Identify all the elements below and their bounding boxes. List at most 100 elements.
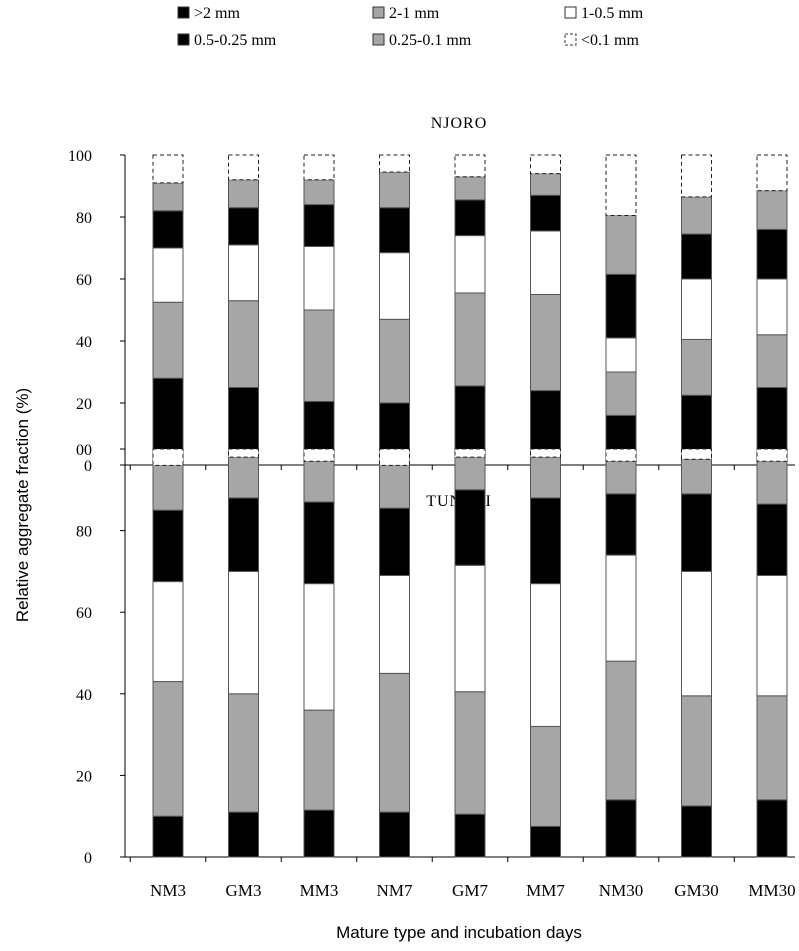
bar-segment-0p25-0p1-mm [152,182,184,212]
bar-stack-mm7 [530,448,561,858]
bar-segment-2-1-mm [530,294,561,392]
y-axis-label: Relative aggregate fraction (%) [13,388,32,622]
bar-segment-lt-0p1-mm [303,448,335,462]
bar-segment-0p25-0p1-mm [379,171,410,209]
bar-segment-2-1-mm [605,660,637,801]
bar-segment-gt-2-mm [605,799,637,858]
bar-segment-1-0p5-mm [303,245,335,311]
legend-swatch [564,33,577,46]
legend-label: 2-1 mm [389,5,440,22]
bar-stack-nm3 [152,154,184,466]
legend-swatch [564,6,577,19]
bar-segment-1-0p5-mm [605,337,637,373]
bar-segment-0p25-0p1-mm [303,460,335,503]
legend-swatch [372,33,385,46]
bar-segment-gt-2-mm [379,811,410,858]
x-tick-label: NM7 [377,881,413,900]
bar-segment-0p5-0p25-mm [379,207,410,254]
bar-segment-2-1-mm [756,334,788,388]
bar-segment-0p5-0p25-mm [756,503,788,576]
bar-segment-0p5-0p25-mm [152,210,184,249]
bar-segment-0p25-0p1-mm [228,179,259,209]
bar-stack-nm30 [605,448,637,858]
x-tick-label: MM7 [526,881,565,900]
legend-item-gt-2-mm: >2 mm [177,5,240,22]
bar-segment-gt-2-mm [530,825,561,858]
bar-segment-0p25-0p1-mm [303,179,335,206]
y-tick-label: 40 [76,687,92,704]
bar-stack-gm3 [228,448,259,858]
legend-swatch [177,33,190,46]
bar-stack-gm3 [228,154,259,466]
bar-segment-0p25-0p1-mm [454,456,486,491]
x-tick-label: GM3 [226,881,262,900]
bar-segment-lt-0p1-mm [303,154,335,181]
bar-segment-0p5-0p25-mm [303,204,335,247]
bar-segment-0p25-0p1-mm [152,464,184,511]
bar-segment-0p25-0p1-mm [454,176,486,201]
bar-segment-1-0p5-mm [530,230,561,295]
bar-segment-1-0p5-mm [152,247,184,303]
x-tick-label: NM30 [599,881,643,900]
y-tick-label: 20 [76,768,92,785]
y-tick-label: 80 [76,524,92,541]
bar-segment-gt-2-mm [152,815,184,858]
bar-segment-1-0p5-mm [605,554,637,662]
bar-segment-0p5-0p25-mm [530,497,561,585]
y-tick-label: 00 [76,442,92,459]
bar-segment-1-0p5-mm [152,581,184,683]
panel-njoro: NJORO 0 20 40 60 80 100 [68,115,795,475]
bar-segment-2-1-mm [152,301,184,379]
panel-tunyai: TUNYAI02040608000NM3GM3MM3NM7GM7MM7NM30G… [76,442,796,900]
x-tick-label: GM7 [452,881,488,900]
bar-stack-nm7 [379,448,410,858]
bar-segment-0p5-0p25-mm [530,194,561,232]
bar-segment-0p25-0p1-mm [228,456,259,499]
y-tick-label: 0 [84,458,92,475]
legend-item-0p5-0p25-mm: 0.5-0.25 mm [177,32,277,49]
y-tick-label: 60 [76,605,92,622]
bar-segment-lt-0p1-mm [152,448,184,466]
bar-segment-1-0p5-mm [530,583,561,727]
bar-segment-lt-0p1-mm [605,448,637,462]
bar-stack-nm7 [379,154,410,466]
legend: >2 mm 2-1 mm 1-0.5 mm 0.5-0.25 mm 0.25-0.1 m… [177,5,644,49]
bar-segment-2-1-mm [605,371,637,416]
bar-stack-gm30 [681,154,712,466]
bar-segment-1-0p5-mm [681,570,712,697]
bar-segment-lt-0p1-mm [228,448,259,458]
bar-segment-2-1-mm [228,300,259,389]
bar-segment-2-1-mm [379,672,410,813]
bar-segment-0p25-0p1-mm [605,214,637,275]
bar-segment-0p5-0p25-mm [605,493,637,556]
y-tick-label: 40 [76,334,92,351]
bar-segment-2-1-mm [454,691,486,815]
bar-segment-1-0p5-mm [379,574,410,674]
bar-segment-0p25-0p1-mm [756,190,788,230]
bar-stack-gm7 [454,448,486,858]
bar-segment-lt-0p1-mm [379,154,410,173]
legend-item-2-1-mm: 2-1 mm [372,5,440,22]
x-tick-label: MM30 [748,881,795,900]
legend-item-1-0p5-mm: 1-0.5 mm [564,5,644,22]
bar-stack-gm7 [454,154,486,466]
bar-segment-0p5-0p25-mm [454,199,486,237]
bar-segment-2-1-mm [530,725,561,827]
x-tick-label: NM3 [150,881,186,900]
bar-segment-1-0p5-mm [454,235,486,294]
bar-stack-mm30 [756,154,788,466]
legend-label: 0.25-0.1 mm [389,32,472,49]
bar-stack-nm30 [605,154,637,466]
bar-segment-gt-2-mm [756,799,788,858]
bar-stack-mm7 [530,154,561,466]
legend-label: <0.1 mm [581,32,639,49]
bar-segment-0p5-0p25-mm [681,233,712,280]
y-tick-label: 20 [76,396,92,413]
bar-segment-1-0p5-mm [756,278,788,336]
bar-segment-2-1-mm [756,695,788,801]
y-tick-label: 0 [84,850,92,867]
bar-segment-0p5-0p25-mm [303,501,335,585]
bar-segment-0p5-0p25-mm [605,273,637,339]
bar-segment-0p5-0p25-mm [152,509,184,583]
